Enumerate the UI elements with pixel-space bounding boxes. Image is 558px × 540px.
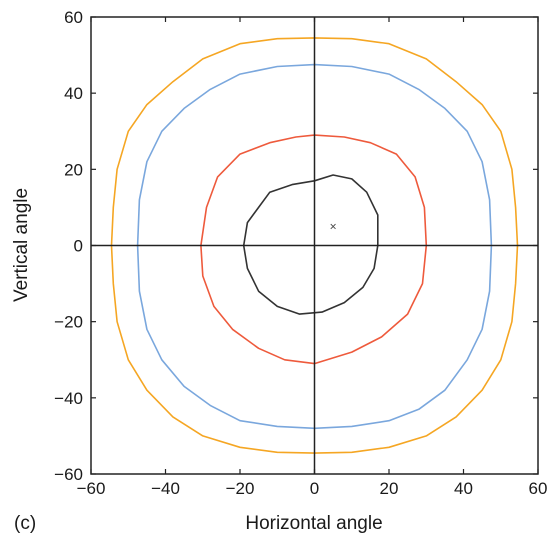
x-tick-label: 20 bbox=[380, 479, 399, 498]
ticks-layer: −60 −40 −20 0 20 40 60 60 40 20 0 −20 −40 −60 bbox=[54, 8, 547, 498]
y-tick-label: −20 bbox=[54, 313, 83, 332]
panel-label: (c) bbox=[14, 513, 36, 534]
y-tick-label: 60 bbox=[64, 8, 83, 27]
x-tick-label: −20 bbox=[226, 479, 255, 498]
y-tick-label: 20 bbox=[64, 160, 83, 179]
x-tick-label: 40 bbox=[454, 479, 473, 498]
x-tick-label: −40 bbox=[151, 479, 180, 498]
y-tick-label: −60 bbox=[54, 465, 83, 484]
series-line-2 bbox=[200, 134, 428, 365]
series-line-3 bbox=[242, 174, 379, 315]
y-axis-title: Vertical angle bbox=[11, 188, 32, 302]
fixation-marker: × bbox=[330, 219, 337, 233]
fixation-marker-layer: × bbox=[330, 219, 337, 233]
x-axis-title: Horizontal angle bbox=[245, 513, 382, 534]
x-tick-label: 0 bbox=[310, 479, 319, 498]
y-tick-label: 40 bbox=[64, 84, 83, 103]
y-tick-label: −40 bbox=[54, 389, 83, 408]
x-tick-label: 60 bbox=[529, 479, 548, 498]
y-tick-label: 0 bbox=[74, 237, 83, 256]
x-tick-label: −60 bbox=[77, 479, 106, 498]
crosshair-axes bbox=[91, 17, 538, 474]
